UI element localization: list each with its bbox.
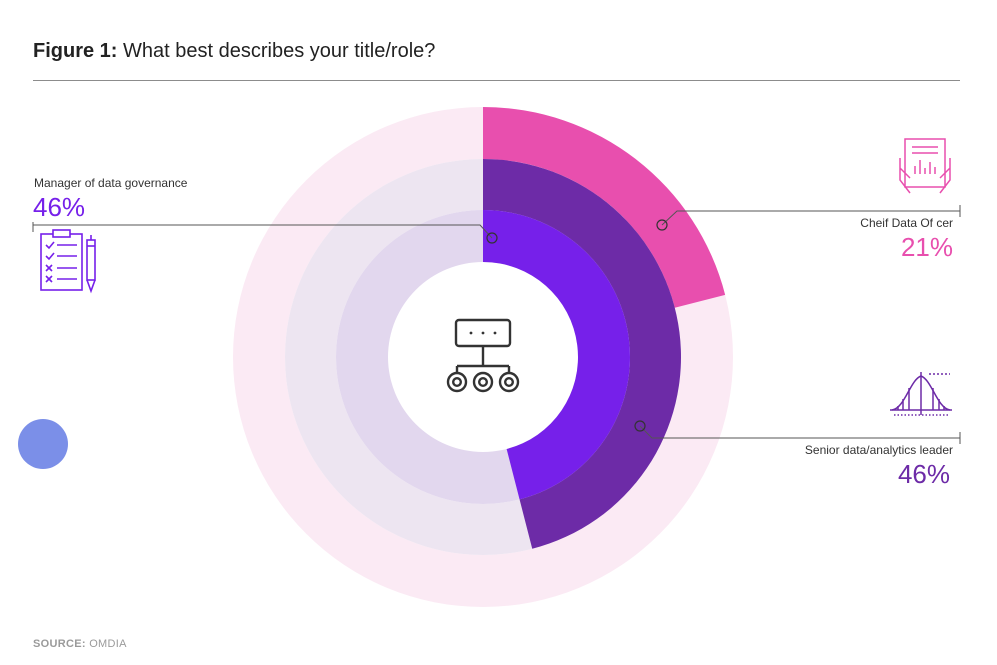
decorative-circle [18, 419, 68, 469]
arc-2 [483, 158, 682, 549]
leader-line-senior [639, 425, 960, 439]
org-chart-icon [446, 318, 520, 393]
leader-dot-manager [486, 232, 498, 244]
value-cdo: 21% [900, 232, 953, 262]
label-manager: Manager of data governance [34, 176, 188, 190]
leader-dots [486, 219, 668, 432]
bell-curve-icon [890, 372, 952, 416]
leader-lines [32, 205, 961, 444]
hands-document-icon [899, 138, 951, 194]
title-divider [33, 80, 960, 81]
chart-arcs [483, 107, 726, 549]
arc-1 [483, 107, 726, 308]
leader-dot-cdo [656, 219, 668, 231]
leader-line-cdo [661, 210, 960, 226]
checklist-clipboard-icon [40, 229, 96, 294]
label-cdo: Cheif Data Of cer [860, 216, 953, 230]
label-senior: Senior data/analytics leader [804, 443, 953, 457]
leader-dot-senior [634, 420, 646, 432]
value-manager: 46% [33, 192, 86, 222]
source-note: SOURCE: OMDIA [33, 638, 127, 650]
value-senior: 46% [897, 459, 950, 489]
source-label: SOURCE: [33, 638, 86, 650]
arc-3 [483, 210, 630, 500]
leader-line-manager-main [33, 224, 493, 239]
figure-title: Figure 1: What best describes your title… [33, 40, 435, 63]
figure-label: Figure 1: [33, 40, 118, 62]
source-value: OMDIA [89, 638, 127, 650]
figure-question: What best describes your title/role? [123, 40, 436, 62]
